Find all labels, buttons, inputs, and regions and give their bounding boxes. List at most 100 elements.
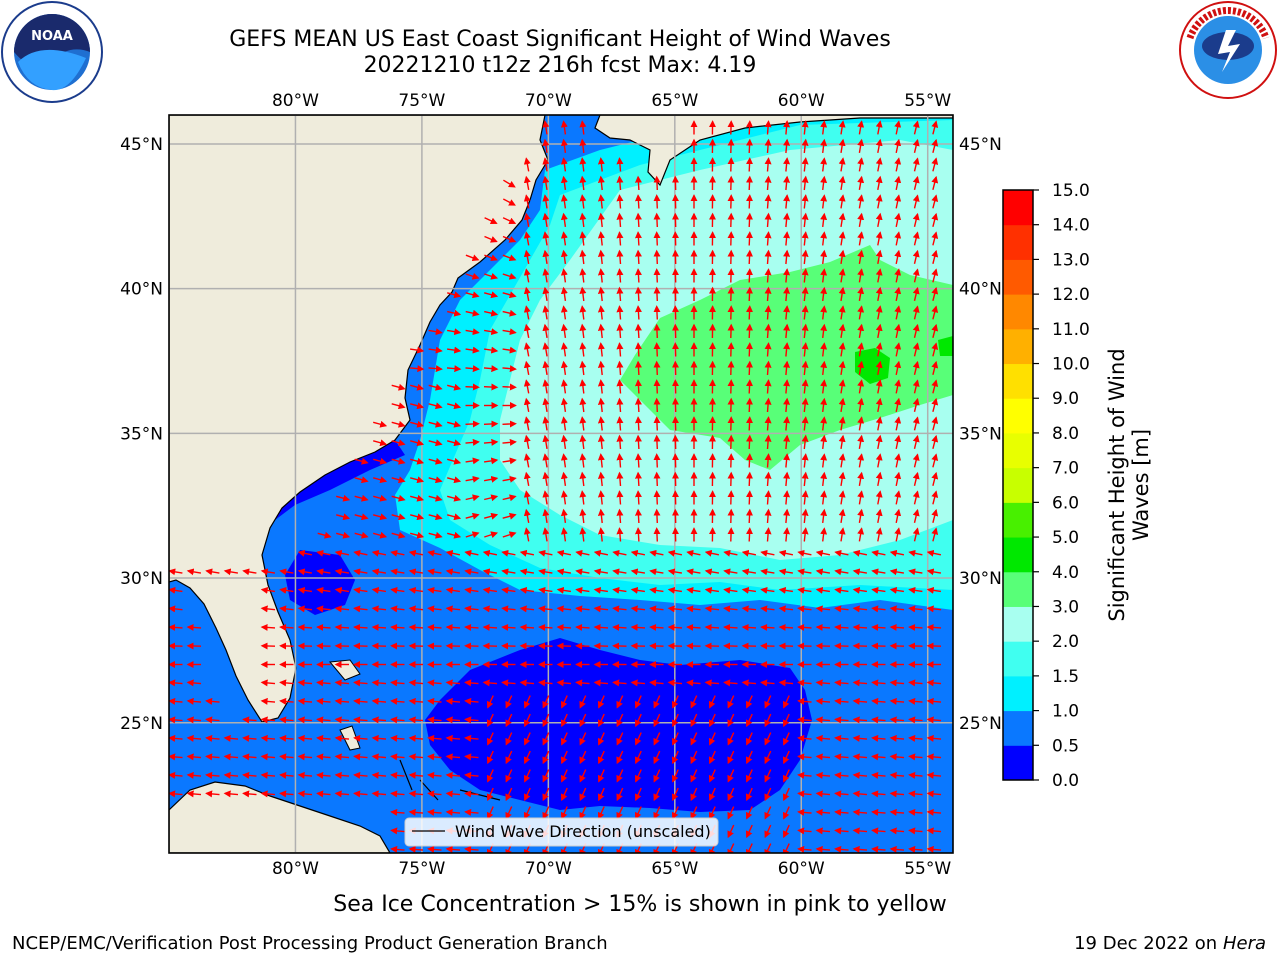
wave-direction-arrow	[354, 531, 369, 539]
wave-direction-arrow	[445, 845, 461, 853]
wave-direction-arrow	[391, 402, 406, 410]
wave-direction-arrow	[486, 787, 494, 802]
wave-direction-arrow	[745, 769, 753, 783]
wave-direction-arrow	[391, 420, 406, 428]
wave-direction-arrow	[783, 305, 791, 320]
wave-direction-arrow	[334, 716, 350, 724]
wave-direction-arrow	[464, 845, 479, 853]
wave-direction-arrow	[523, 453, 531, 468]
wave-direction-arrow	[797, 623, 812, 631]
wave-direction-arrow	[671, 750, 679, 765]
wave-direction-arrow	[279, 697, 294, 705]
wave-direction-arrow	[427, 623, 442, 631]
wave-direction-arrow	[502, 272, 517, 280]
wave-direction-arrow	[427, 697, 442, 705]
wave-direction-arrow	[889, 753, 905, 761]
wave-direction-arrow	[764, 138, 772, 154]
wave-direction-arrow	[597, 175, 605, 191]
wave-direction-arrow	[634, 713, 642, 728]
wave-direction-arrow	[801, 397, 809, 413]
wave-direction-arrow	[354, 476, 369, 484]
wave-direction-arrow	[852, 586, 867, 594]
wave-direction-arrow	[727, 843, 735, 853]
colorbar-tick-label: 13.0	[1052, 250, 1090, 270]
wave-direction-arrow	[408, 697, 424, 705]
wave-direction-arrow	[912, 286, 920, 301]
wave-direction-arrow	[727, 732, 735, 746]
wave-direction-arrow	[523, 286, 531, 302]
wave-direction-arrow	[186, 716, 202, 724]
wave-direction-arrow	[894, 286, 902, 302]
wave-direction-arrow	[316, 586, 331, 594]
wave-direction-arrow	[764, 286, 772, 302]
wave-direction-arrow	[505, 713, 513, 728]
wave-direction-arrow	[764, 453, 772, 468]
wave-direction-arrow	[764, 323, 772, 339]
wave-direction-arrow	[871, 827, 886, 835]
wave-direction-arrow	[579, 416, 587, 431]
colorbar-segment	[1003, 745, 1033, 781]
wave-direction-arrow	[465, 494, 480, 502]
wave-direction-arrow	[486, 769, 494, 783]
wave-direction-arrow	[560, 490, 568, 505]
wave-direction-arrow	[834, 790, 849, 798]
wave-direction-arrow	[649, 605, 664, 613]
wave-direction-arrow	[783, 194, 791, 209]
wave-direction-arrow	[815, 734, 831, 742]
wave-direction-arrow	[783, 120, 791, 135]
wave-direction-arrow	[560, 360, 568, 375]
wave-direction-arrow	[801, 527, 809, 542]
wave-direction-arrow	[390, 697, 405, 705]
colorbar-tick-label: 14.0	[1052, 216, 1090, 236]
wave-direction-arrow	[852, 568, 868, 576]
wave-direction-arrow	[297, 549, 313, 557]
wave-direction-arrow	[354, 457, 369, 465]
wave-direction-arrow	[391, 383, 406, 391]
wave-direction-arrow	[353, 568, 368, 576]
wave-direction-arrow	[597, 194, 605, 209]
wave-direction-arrow	[464, 549, 479, 557]
wave-direction-arrow	[782, 787, 790, 802]
wave-direction-arrow	[931, 212, 939, 227]
wave-direction-arrow	[797, 734, 812, 742]
wave-direction-arrow	[523, 471, 531, 487]
wave-direction-arrow	[464, 679, 479, 687]
wave-direction-arrow	[427, 605, 442, 613]
wave-direction-arrow	[597, 769, 605, 783]
wave-direction-arrow	[764, 360, 772, 376]
wave-direction-arrow	[875, 453, 883, 468]
wave-direction-arrow	[597, 305, 605, 320]
wave-direction-arrow	[169, 771, 183, 779]
wave-direction-arrow	[445, 697, 461, 705]
wave-direction-arrow	[502, 235, 517, 243]
wave-direction-arrow	[926, 605, 942, 613]
wave-direction-arrow	[427, 549, 442, 557]
wave-direction-arrow	[908, 697, 923, 705]
wave-direction-arrow	[708, 713, 716, 728]
wave-direction-arrow	[634, 231, 642, 246]
wave-direction-arrow	[334, 697, 350, 705]
wave-direction-arrow	[653, 453, 661, 468]
wave-direction-arrow	[912, 471, 920, 486]
wave-direction-arrow	[223, 771, 239, 779]
wave-direction-arrow	[560, 416, 568, 431]
wave-direction-arrow	[169, 679, 183, 687]
wave-direction-arrow	[560, 194, 568, 209]
wave-direction-arrow	[686, 549, 701, 557]
wave-direction-arrow	[205, 716, 220, 724]
wave-direction-arrow	[579, 268, 587, 283]
wave-direction-arrow	[523, 416, 531, 431]
wave-band-0-0.5-bahamas	[285, 550, 355, 615]
colorbar-tick-label: 4.0	[1052, 563, 1079, 583]
wave-direction-arrow	[912, 268, 920, 283]
wave-direction-arrow	[801, 342, 809, 357]
wave-direction-arrow	[428, 402, 443, 410]
wave-direction-arrow	[820, 508, 828, 523]
wave-direction-arrow	[428, 328, 443, 336]
wave-direction-arrow	[523, 194, 531, 209]
wave-direction-arrow	[764, 268, 772, 283]
wave-direction-arrow	[783, 249, 791, 265]
wave-direction-arrow	[502, 217, 517, 225]
wave-direction-arrow	[317, 531, 332, 539]
